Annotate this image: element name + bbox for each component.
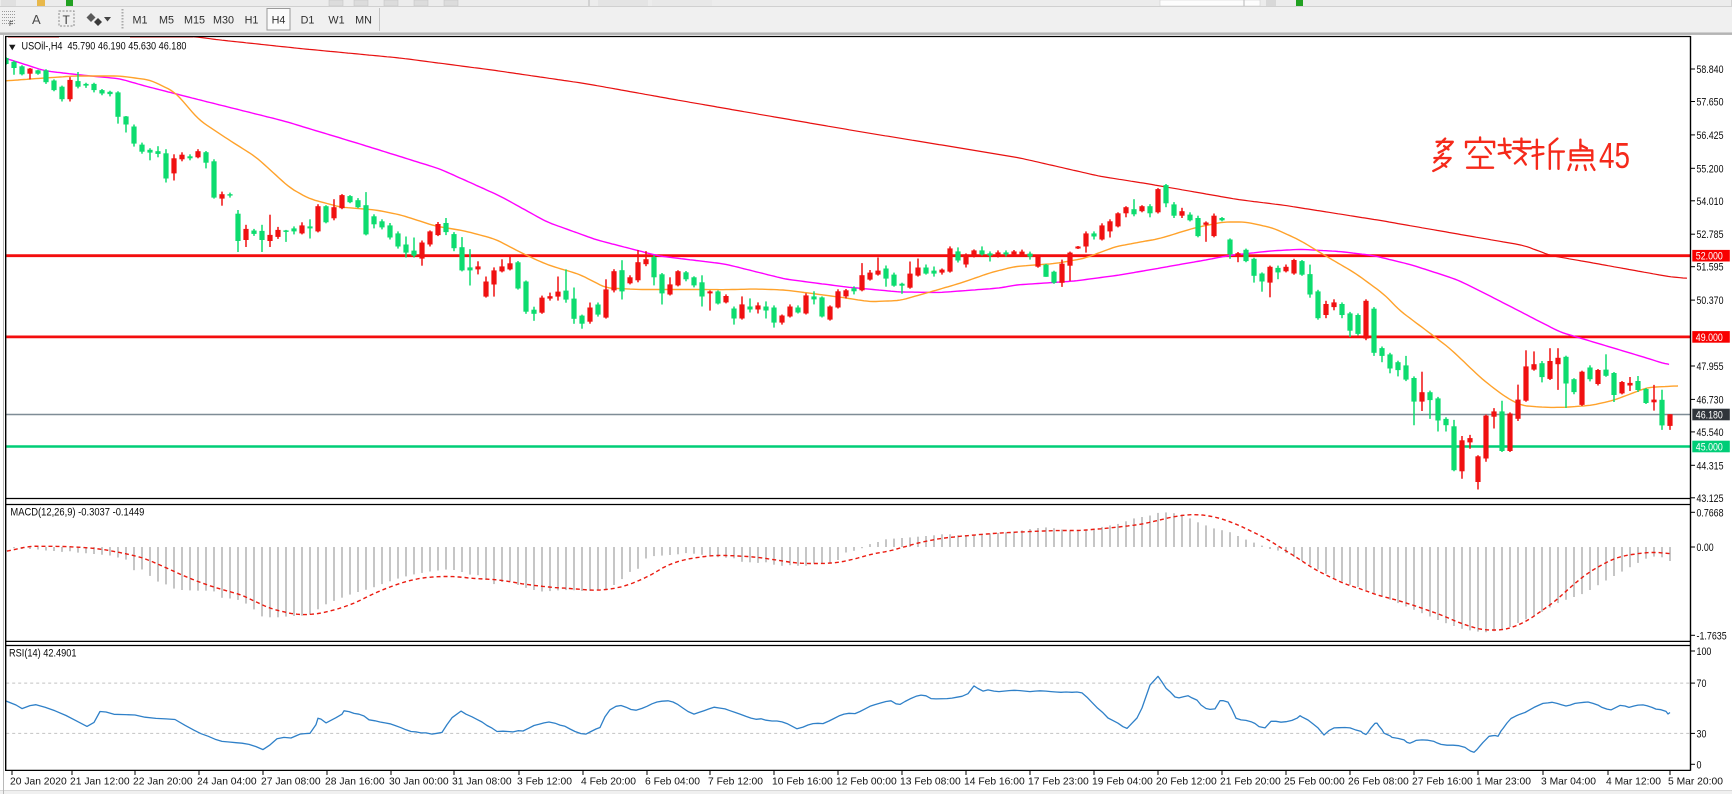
svg-text:4 Mar 12:00: 4 Mar 12:00 <box>1606 777 1661 788</box>
svg-text:47.955: 47.955 <box>1697 361 1724 373</box>
svg-text:46.180: 46.180 <box>1696 410 1723 422</box>
svg-text:44.315: 44.315 <box>1697 460 1724 472</box>
svg-text:D1: D1 <box>301 15 315 27</box>
svg-text:USOil-,H4 45.790 46.190 45.63: USOil-,H4 45.790 46.190 45.630 46.180 <box>22 40 187 52</box>
svg-text:43.125: 43.125 <box>1697 493 1724 505</box>
svg-text:6 Feb 04:00: 6 Feb 04:00 <box>645 777 700 788</box>
svg-text:RSI(14) 42.4901: RSI(14) 42.4901 <box>9 648 77 660</box>
svg-text:4 Feb 20:00: 4 Feb 20:00 <box>581 777 636 788</box>
svg-text:3 Feb 12:00: 3 Feb 12:00 <box>517 777 572 788</box>
svg-text:52.000: 52.000 <box>1696 251 1723 263</box>
svg-text:20 Jan 2020: 20 Jan 2020 <box>10 777 67 788</box>
svg-text:T: T <box>63 13 71 27</box>
svg-text:57.650: 57.650 <box>1697 97 1724 109</box>
svg-text:21 Jan 12:00: 21 Jan 12:00 <box>70 777 130 788</box>
svg-text:54.010: 54.010 <box>1697 196 1724 208</box>
svg-text:A: A <box>32 12 41 27</box>
svg-text:56.425: 56.425 <box>1697 130 1724 142</box>
svg-text:26 Feb 08:00: 26 Feb 08:00 <box>1348 777 1409 788</box>
svg-text:50.370: 50.370 <box>1697 295 1724 307</box>
svg-text:27 Jan 08:00: 27 Jan 08:00 <box>261 777 321 788</box>
svg-text:30: 30 <box>1697 728 1707 740</box>
svg-text:W1: W1 <box>328 15 344 27</box>
svg-text:31 Jan 08:00: 31 Jan 08:00 <box>452 777 512 788</box>
svg-text:49.000: 49.000 <box>1696 332 1723 344</box>
svg-text:22 Jan 20:00: 22 Jan 20:00 <box>133 777 193 788</box>
svg-text:19 Feb 04:00: 19 Feb 04:00 <box>1092 777 1153 788</box>
svg-text:10 Feb 16:00: 10 Feb 16:00 <box>772 777 833 788</box>
svg-text:45.000: 45.000 <box>1696 442 1723 454</box>
svg-text:1 Mar 23:00: 1 Mar 23:00 <box>1476 777 1531 788</box>
svg-text:30 Jan 00:00: 30 Jan 00:00 <box>389 777 449 788</box>
svg-text:100: 100 <box>1697 646 1712 658</box>
svg-text:45: 45 <box>1599 135 1630 176</box>
svg-text:27 Feb 16:00: 27 Feb 16:00 <box>1412 777 1473 788</box>
svg-text:24 Jan 04:00: 24 Jan 04:00 <box>197 777 257 788</box>
svg-text:51.595: 51.595 <box>1697 262 1724 274</box>
svg-text:58.840: 58.840 <box>1697 64 1724 76</box>
svg-text:45.540: 45.540 <box>1697 427 1724 439</box>
svg-text:0: 0 <box>1697 759 1702 771</box>
svg-text:7 Feb 12:00: 7 Feb 12:00 <box>708 777 763 788</box>
svg-text:5 Mar 20:00: 5 Mar 20:00 <box>1668 777 1723 788</box>
svg-text:0.7668: 0.7668 <box>1697 507 1724 519</box>
svg-text:MACD(12,26,9) -0.3037 -0.1449: MACD(12,26,9) -0.3037 -0.1449 <box>10 507 144 519</box>
svg-text:MN: MN <box>355 15 372 27</box>
svg-text:3 Mar 04:00: 3 Mar 04:00 <box>1541 777 1596 788</box>
svg-text:25 Feb 00:00: 25 Feb 00:00 <box>1284 777 1345 788</box>
svg-text:0.00: 0.00 <box>1697 542 1714 554</box>
svg-text:28 Jan 16:00: 28 Jan 16:00 <box>325 777 385 788</box>
svg-text:M30: M30 <box>213 15 234 27</box>
svg-text:-1.7635: -1.7635 <box>1697 630 1727 642</box>
svg-text:F: F <box>9 21 13 28</box>
svg-text:52.785: 52.785 <box>1697 229 1724 241</box>
svg-text:M15: M15 <box>184 15 205 27</box>
svg-text:12 Feb 00:00: 12 Feb 00:00 <box>836 777 897 788</box>
svg-text:H4: H4 <box>272 15 286 27</box>
svg-text:M5: M5 <box>159 15 174 27</box>
svg-text:13 Feb 08:00: 13 Feb 08:00 <box>900 777 961 788</box>
svg-text:46.730: 46.730 <box>1697 394 1724 406</box>
svg-text:17 Feb 23:00: 17 Feb 23:00 <box>1028 777 1089 788</box>
svg-text:M1: M1 <box>133 15 148 27</box>
svg-text:55.200: 55.200 <box>1697 163 1724 175</box>
svg-text:20 Feb 12:00: 20 Feb 12:00 <box>1156 777 1217 788</box>
svg-text:21 Feb 20:00: 21 Feb 20:00 <box>1220 777 1281 788</box>
svg-text:H1: H1 <box>245 15 259 27</box>
svg-text:14 Feb 16:00: 14 Feb 16:00 <box>964 777 1025 788</box>
svg-text:70: 70 <box>1697 678 1707 690</box>
